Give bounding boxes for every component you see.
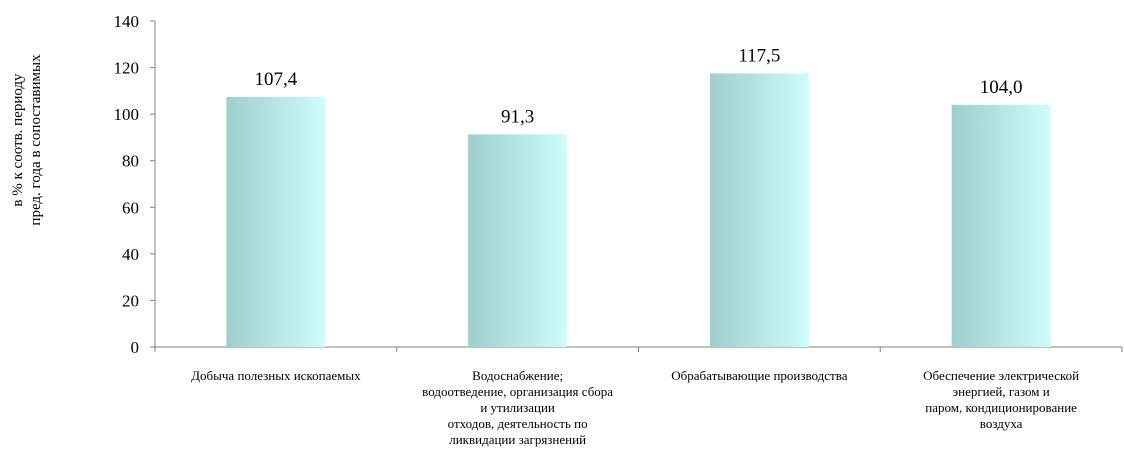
y-tick-label: 60	[122, 198, 139, 217]
bar	[468, 134, 568, 347]
y-tick-label: 80	[122, 152, 139, 171]
x-category-label: Обрабатывающие производства	[671, 368, 848, 383]
bar	[709, 73, 809, 348]
bars	[226, 73, 1051, 348]
data-label: 91,3	[501, 106, 534, 127]
y-tick-label: 100	[114, 105, 140, 124]
y-axis-label-line2: пред. года в сопоставимых	[28, 54, 44, 226]
x-category-label: Водоснабжение; водоотведение, организаци…	[422, 368, 614, 447]
x-category-label: Добыча полезных ископаемых	[191, 368, 361, 383]
y-tick-label: 140	[114, 12, 140, 31]
bar	[951, 104, 1051, 347]
data-labels: 107,4 91,3 117,5 104,0	[255, 45, 1023, 127]
data-label: 117,5	[738, 45, 780, 66]
y-tick-label: 0	[131, 338, 140, 357]
y-axis: 0 20 40 60 80 100 120 140	[114, 12, 156, 357]
bar	[226, 96, 326, 347]
y-axis-label-line1: в % к соотв. периоду	[10, 73, 26, 207]
data-label: 107,4	[255, 69, 298, 90]
y-tick-label: 120	[114, 59, 140, 78]
y-tick-label: 20	[122, 291, 139, 310]
x-axis	[154, 346, 1123, 352]
y-tick-label: 40	[122, 245, 139, 264]
data-label: 104,0	[980, 77, 1023, 98]
x-category-label: Обеспечение электрической энергией, газо…	[923, 368, 1080, 431]
